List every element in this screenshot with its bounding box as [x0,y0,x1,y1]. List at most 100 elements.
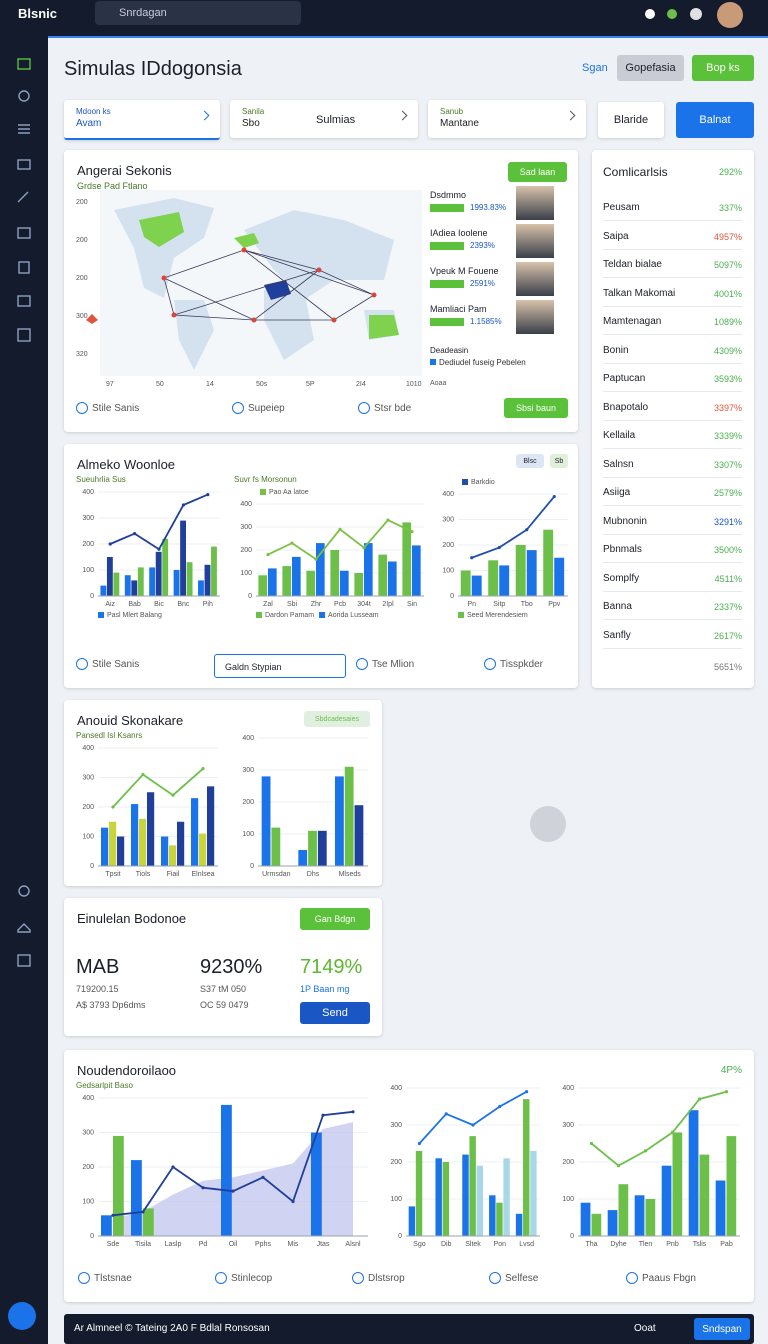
line-point [589,1141,594,1146]
link[interactable]: Ooat [634,1323,656,1334]
line-point [266,553,270,557]
tab[interactable]: Sanila Sbo Sulmias [230,100,418,138]
y-tick-label: 0 [250,863,254,870]
accent-line [48,36,768,38]
person-badge [430,204,464,212]
person-name: IAdiea Ioolene [430,228,488,238]
badge[interactable]: Sbdcadesaies [304,711,370,727]
tab[interactable]: Sanub Mantane [428,100,586,138]
row-name: Teldan bialae [603,259,662,270]
chart-title: Pansedl Isl Ksanrs [76,731,142,740]
bar [471,575,482,596]
bar [149,567,156,596]
line-point [616,1164,621,1168]
card-title: Almeko Woonloe [77,457,176,472]
y-tick-label: 0 [248,593,252,600]
button[interactable]: Sbsi baun [504,398,568,418]
tab[interactable]: Mdoon ks Avam [64,100,220,140]
bar [354,573,364,596]
kpi-sub: S37 tM 050 [200,984,247,994]
line [267,518,413,561]
y-tick-label: 300 [390,1122,402,1129]
y-tick-label: 200 [82,541,94,548]
line [418,1090,528,1145]
y-tick-label: 200 [82,804,94,811]
person-value: 1993.83% [470,203,507,212]
footer-item[interactable]: Selfese [489,1272,538,1284]
map-card: Angerai Sekonis Grdse Pad Ftlano Sad laa… [64,150,578,432]
row-name: Pbnmals [603,544,642,555]
bar [211,546,217,596]
x-tick-label: Tha [585,1241,597,1248]
button[interactable]: Sndspan [694,1318,750,1340]
row-divider [603,590,742,592]
link[interactable]: Sgan [582,62,608,74]
button[interactable]: Send [300,1002,370,1024]
bar [177,821,185,866]
bar [554,557,565,596]
combo-chart: Sueuhrlia Sus 0 100 200 300 400 Aiz Bab Bic Bnc Pi… [76,475,220,619]
x-tick-label: Bnc [177,601,190,608]
person-value: 2393% [470,241,495,250]
y-tick-label: 100 [82,1198,94,1205]
x-tick-label: Alsnl [345,1241,361,1248]
logo[interactable]: Blsnic [18,6,58,21]
badge[interactable]: Sb [550,454,568,468]
button[interactable]: Gan Bdgn [300,908,370,930]
row-value: 3500% [713,545,742,555]
bar [435,1158,442,1236]
line [112,767,204,808]
legend-label: Pao Aa latoe [269,489,309,496]
y-tick-label: 400 [82,489,94,496]
bar [161,836,169,866]
badge[interactable]: Blsc [516,454,544,468]
y-tick-label: 100 [240,570,252,577]
footer-item[interactable]: Stinlecop [215,1272,272,1284]
footer-item[interactable]: Tisspkder [484,658,543,670]
ranking-card: Comlicarlsis 292% 5651% Peusam 337% Saipa 4… [592,150,754,688]
card-title: Comlicarlsis [603,165,668,179]
footer-item[interactable]: Stsr bde [358,402,411,414]
button[interactable]: Blaride [598,102,664,138]
bar [306,570,316,596]
row-value: 3397% [713,402,742,413]
bar [204,564,211,596]
combo-chart: 0 100 200 300 400 Urmsdan Dhs Mlseds [242,735,368,878]
x-tick-label: Tslis [693,1241,707,1248]
input[interactable]: Galdn Stypian [214,654,346,678]
next-button[interactable] [530,806,566,842]
kpi-sub: A$ 3793 Dp6dms [76,1000,146,1010]
bar [131,1160,142,1236]
button[interactable]: Gopefasia [617,55,684,81]
footer-item[interactable]: Supeiep [232,402,285,414]
button[interactable]: Bop ks [692,55,754,81]
combo-chart: Suvr fs Morsonun Pao Aa latoe 0 100 200 300 40… [234,475,424,619]
button[interactable]: Sad laan [508,162,567,182]
search-box[interactable]: Snrdagan [95,1,301,25]
bar [607,1210,618,1236]
button[interactable]: Balnat [676,102,754,138]
row-divider [603,220,742,221]
row-name: Bonin [603,344,629,356]
x-tick-label: Urmsdan [262,871,291,878]
footer-item[interactable]: Tlstsnae [78,1272,132,1284]
footer-item[interactable]: Stile Sanis [76,658,139,670]
footer-item[interactable]: Tse Mlion [356,658,414,670]
x-tick-label: Pd [199,1241,208,1248]
footer-item[interactable]: Dlstsrop [352,1272,405,1284]
x-axis-label: 50 [156,381,164,388]
line-point [181,503,185,507]
kpi-value: MAB [76,956,120,978]
line-point [171,793,175,797]
footer-item[interactable]: Paaus Fbgn [626,1272,696,1284]
chevron [565,110,576,121]
x-tick-label: Pih [203,601,213,608]
footer-item[interactable]: Stile Sanis [76,402,139,414]
x-tick-label: Mis [288,1241,299,1248]
page-title: Simulas IDdogonsia [64,58,242,80]
line [109,493,209,551]
x-tick-label: Sbi [287,601,298,608]
chart-title: Sueuhrlia Sus [76,475,126,484]
bar [155,551,162,596]
